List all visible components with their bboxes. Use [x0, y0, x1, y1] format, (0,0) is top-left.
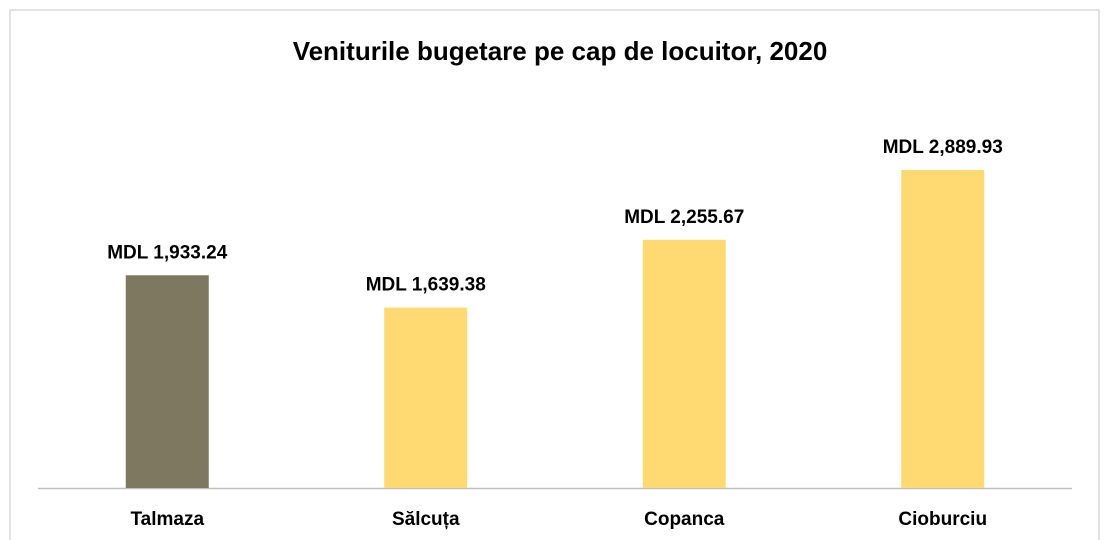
data-label: MDL 1,639.38	[366, 275, 486, 296]
bar	[125, 275, 209, 488]
data-label: MDL 2,889.93	[883, 137, 1003, 158]
bar	[642, 239, 726, 488]
x-tick-label: Copanca	[644, 509, 725, 530]
x-tick-label: Talmaza	[130, 509, 204, 530]
bar	[384, 307, 468, 488]
chart-title: Veniturile bugetare pe cap de locuitor, …	[293, 36, 828, 66]
x-tick-label: Sălcuța	[392, 509, 460, 530]
bar	[901, 170, 985, 488]
x-tick-label: Cioburciu	[898, 509, 987, 530]
data-label: MDL 2,255.67	[624, 207, 744, 228]
data-label: MDL 1,933.24	[107, 242, 227, 263]
